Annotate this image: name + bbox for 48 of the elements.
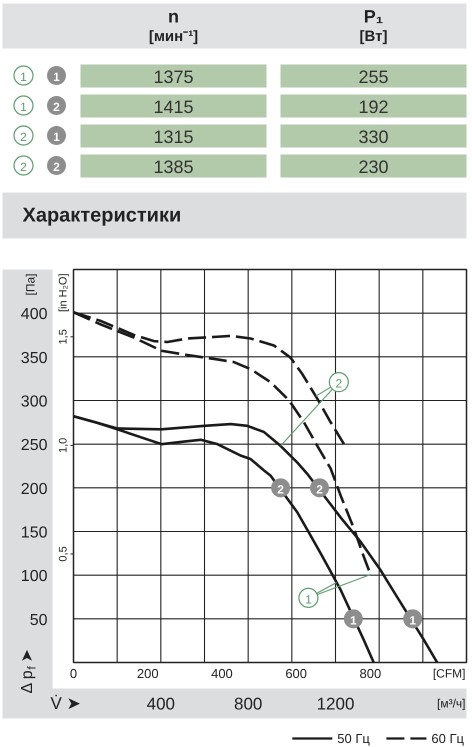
annotation: 2 xyxy=(316,482,324,496)
y-tick-label: 300 xyxy=(20,394,48,410)
x-tick-label: 600 xyxy=(285,666,308,681)
annotation: 1 xyxy=(305,592,312,606)
y-tick-label: 150 xyxy=(20,524,48,542)
y-tick-label: 250 xyxy=(20,437,48,454)
data-label: 1315 xyxy=(153,127,194,147)
legend-label: 60 Гц xyxy=(431,731,465,746)
x2-tick-label: 1200 xyxy=(316,694,354,714)
annotation: 2 xyxy=(336,376,343,391)
category-label: 2 1 xyxy=(20,130,60,144)
y-tick-label: 50 xyxy=(30,612,48,629)
data-label: 1385 xyxy=(153,157,194,177)
x-tick-label: 200 xyxy=(136,666,159,681)
text: Δ pf ➤ xyxy=(19,650,38,694)
category-label: 2 2 xyxy=(20,160,60,174)
text: V̇ ➤ xyxy=(50,694,81,713)
x-axis-title: [CFM] xyxy=(432,666,466,680)
data-label: 330 xyxy=(358,127,389,147)
x-tick-label: 800 xyxy=(360,666,382,681)
y2-tick-label: 1,5 xyxy=(58,329,70,344)
category-label: 1 1 xyxy=(20,70,60,84)
data-label: 192 xyxy=(358,97,389,117)
x2-tick-label: 400 xyxy=(146,694,176,714)
x2-axis-title: [м³/ч] xyxy=(437,696,466,710)
y-axis-title: [Па] xyxy=(24,274,38,296)
x-tick-label: 0 xyxy=(70,666,78,681)
y2-axis-title: [in H₂O] xyxy=(58,274,70,312)
category-label: 1 2 xyxy=(20,100,60,114)
y2-tick-label: 1,0 xyxy=(58,438,70,454)
legend-label: 50 Гц xyxy=(337,731,370,746)
x-tick-label: n [мин⁻¹] xyxy=(148,6,198,45)
data-label: 230 xyxy=(358,157,389,177)
y-tick-label: 350 xyxy=(20,350,48,367)
data-label: 255 xyxy=(358,67,389,87)
x-tick-label: 400 xyxy=(211,666,233,681)
x2-tick-label: 800 xyxy=(234,694,262,714)
y-tick-label: 200 xyxy=(20,480,48,498)
annotation: 1 xyxy=(409,613,416,628)
y-tick-label: 100 xyxy=(20,568,48,586)
x-tick-label: P₁ [Вт] xyxy=(360,6,388,45)
y2-tick-label: 0,5 xyxy=(58,546,70,562)
chart-title: Характеристики xyxy=(22,204,182,226)
data-label: 1415 xyxy=(153,97,194,117)
y-tick-label: 400 xyxy=(20,306,48,324)
data-label: 1375 xyxy=(153,67,194,87)
annotation: 2 xyxy=(277,482,284,496)
annotation: 1 xyxy=(350,613,357,628)
